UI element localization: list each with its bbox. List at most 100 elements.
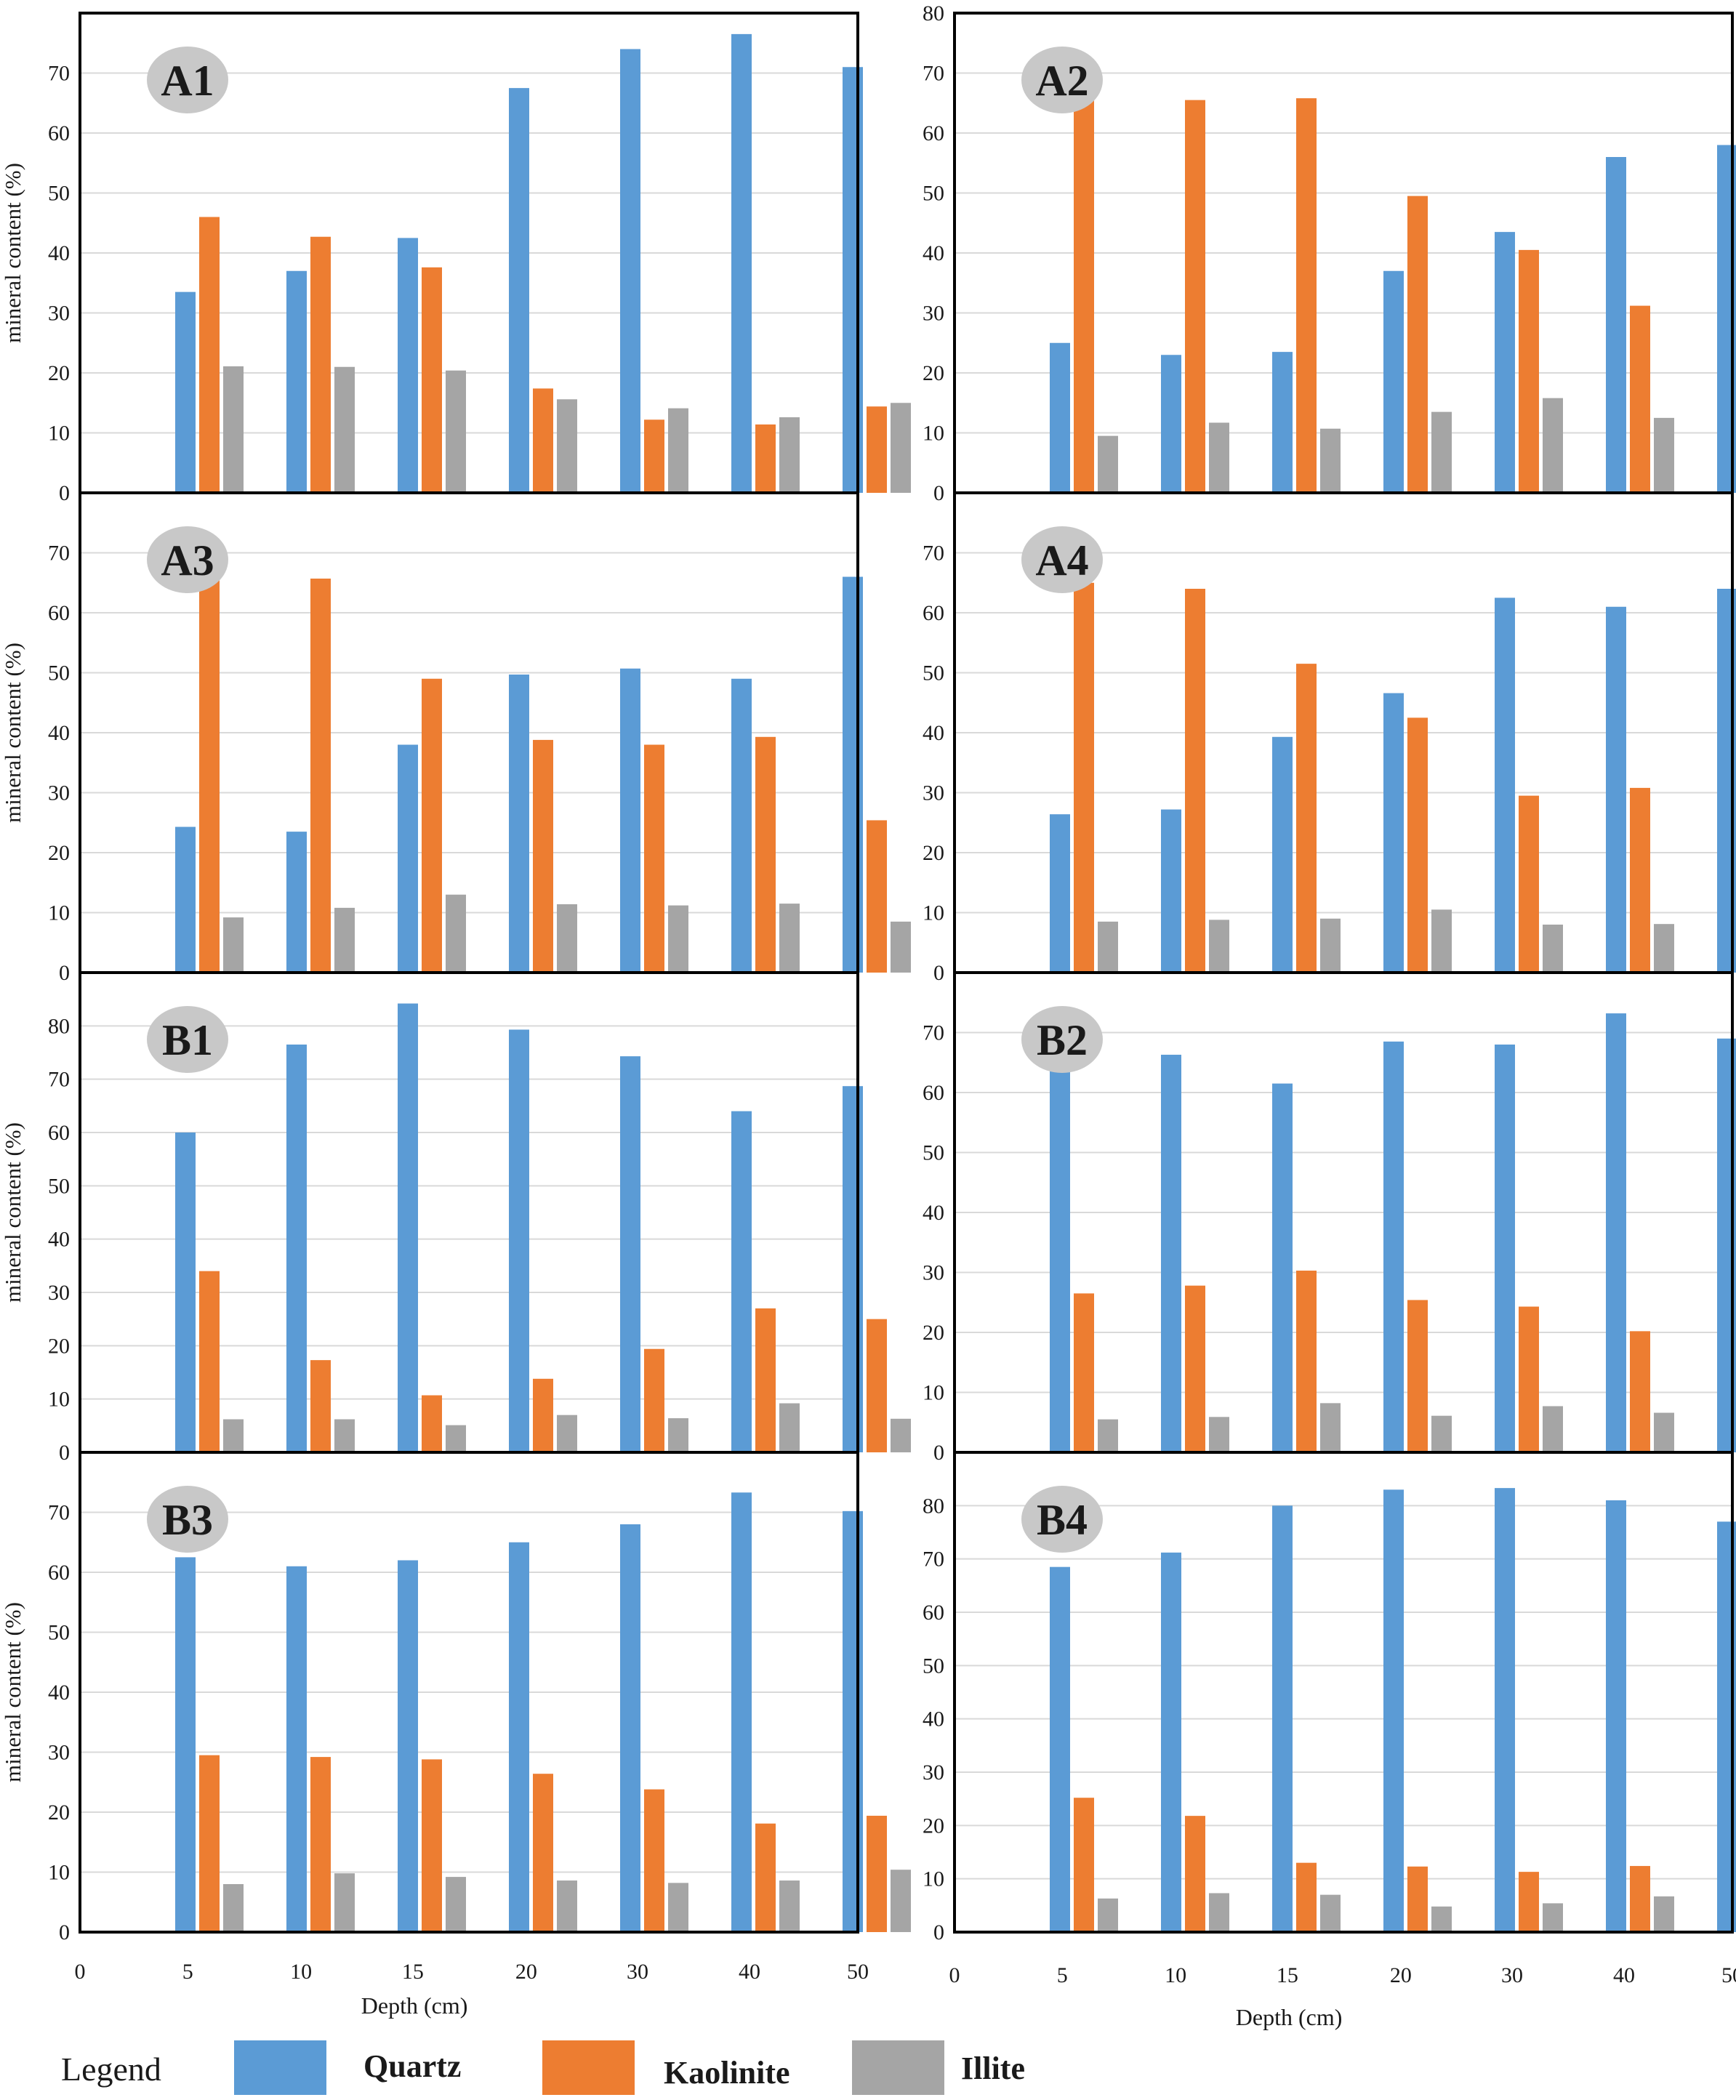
bar-kaolinite-5	[1519, 795, 1539, 973]
legend-swatch-illite	[852, 2040, 944, 2095]
y-axis-label: mineral content (%)	[0, 1602, 25, 1782]
bar-illite-2	[1209, 422, 1229, 493]
bar-kaolinite-4	[1407, 717, 1428, 973]
y-tick-label: 50	[48, 1621, 70, 1645]
bar-quartz-5	[620, 1524, 640, 1932]
x-tick-label: 50	[847, 1960, 869, 1984]
bar-kaolinite-4	[533, 388, 553, 493]
bar-kaolinite-1	[1074, 582, 1094, 973]
bar-quartz-7	[843, 1086, 863, 1452]
bar-quartz-5	[1495, 232, 1515, 493]
y-tick-label: 50	[923, 182, 944, 206]
y-tick-label: 30	[48, 1281, 70, 1305]
bar-kaolinite-3	[422, 1395, 442, 1452]
y-tick-label: 50	[923, 661, 944, 685]
panel-badge	[1021, 1486, 1103, 1553]
legend-swatch-kaolinite	[542, 2040, 635, 2095]
bar-kaolinite-5	[644, 419, 664, 493]
y-tick-label: 30	[923, 781, 944, 805]
y-tick-label: 40	[923, 241, 944, 265]
x-axis-right: 0 5 10 15 20 30 40 50 Depth (cm)	[949, 1963, 1736, 2030]
bar-illite-6	[779, 1403, 800, 1452]
bar-kaolinite-3	[1296, 1271, 1317, 1452]
y-tick-label: 30	[48, 302, 70, 326]
panel-label: B4	[1037, 1496, 1088, 1544]
bar-quartz-1	[175, 1557, 196, 1932]
panel-badge	[147, 526, 228, 593]
bar-quartz-5	[620, 49, 640, 493]
bar-quartz-3	[1272, 736, 1293, 973]
y-tick-label: 10	[48, 422, 70, 446]
bar-quartz-6	[731, 1111, 752, 1452]
panel-badge	[147, 47, 228, 113]
y-tick-label: 70	[923, 1021, 944, 1045]
y-tick-label: 80	[923, 1494, 944, 1518]
bar-kaolinite-1	[199, 1271, 220, 1452]
y-tick-label: 70	[48, 542, 70, 566]
bar-illite-1	[1098, 921, 1118, 973]
bar-illite-7	[891, 1870, 911, 1932]
x-tick-label: 50	[1721, 1963, 1736, 1987]
bar-quartz-4	[1383, 1041, 1404, 1452]
bar-illite-3	[446, 894, 466, 973]
bar-illite-3	[1320, 1894, 1341, 1932]
bar-quartz-1	[175, 826, 196, 973]
bar-quartz-1	[1050, 1566, 1070, 1932]
y-tick-label: 60	[923, 601, 944, 625]
bar-kaolinite-6	[1630, 787, 1650, 973]
bar-illite-1	[223, 366, 244, 493]
panel-badge	[1021, 526, 1103, 593]
y-tick-label: 30	[923, 1261, 944, 1285]
bar-quartz-1	[1050, 342, 1070, 493]
bar-illite-2	[1209, 1893, 1229, 1932]
bar-kaolinite-7	[867, 406, 887, 493]
bar-kaolinite-2	[310, 578, 331, 973]
y-tick-label: 30	[923, 302, 944, 326]
bar-quartz-7	[843, 1510, 863, 1932]
y-tick-label: 0	[933, 1441, 944, 1465]
x-tick-label: 30	[1501, 1963, 1523, 1987]
bar-illite-5	[1543, 398, 1563, 493]
x-tick-label: 5	[182, 1960, 193, 1984]
x-tick-label: 40	[739, 1960, 760, 1984]
bar-kaolinite-3	[422, 678, 442, 973]
bar-quartz-2	[286, 1045, 307, 1452]
x-tick-label: 30	[627, 1960, 648, 1984]
y-tick-label: 40	[48, 241, 70, 265]
legend-label-quartz: Quartz	[363, 2048, 461, 2084]
bar-illite-7	[891, 1418, 911, 1452]
bar-illite-6	[1654, 1412, 1674, 1452]
y-tick-label: 70	[923, 62, 944, 86]
bar-quartz-3	[1272, 352, 1293, 493]
panel-badge	[147, 1006, 228, 1073]
bar-illite-5	[668, 1418, 688, 1452]
y-tick-label: 0	[59, 1441, 70, 1465]
bar-illite-5	[668, 408, 688, 493]
bar-kaolinite-5	[644, 1348, 664, 1452]
bar-illite-1	[223, 917, 244, 973]
bar-illite-3	[446, 370, 466, 493]
bar-quartz-5	[620, 668, 640, 973]
bar-quartz-2	[286, 832, 307, 973]
legend-label-kaolinite: Kaolinite	[664, 2055, 790, 2091]
y-tick-label: 60	[923, 1081, 944, 1105]
bar-illite-2	[334, 366, 355, 493]
panel-b4: 0 10 20 30 40 50 60 70 80 B4	[923, 1451, 1736, 1944]
bar-kaolinite-6	[755, 1823, 776, 1932]
y-tick-label: 60	[48, 601, 70, 625]
plot-frame	[953, 1451, 1734, 1934]
bar-quartz-4	[509, 674, 529, 973]
bar-kaolinite-5	[644, 744, 664, 973]
panel-label: A3	[161, 536, 214, 584]
x-tick-label: 15	[402, 1960, 424, 1984]
y-tick-label: 20	[48, 841, 70, 865]
bar-quartz-5	[620, 1056, 640, 1452]
bar-kaolinite-3	[422, 1759, 442, 1932]
legend: Legend Quartz Kaolinite Illite	[61, 2040, 1025, 2095]
y-tick-label: 10	[923, 1381, 944, 1405]
y-tick-label: 50	[48, 661, 70, 685]
bar-illite-6	[1654, 417, 1674, 493]
bar-quartz-4	[509, 88, 529, 493]
y-tick-label: 50	[923, 1654, 944, 1678]
bar-illite-4	[557, 1415, 577, 1452]
